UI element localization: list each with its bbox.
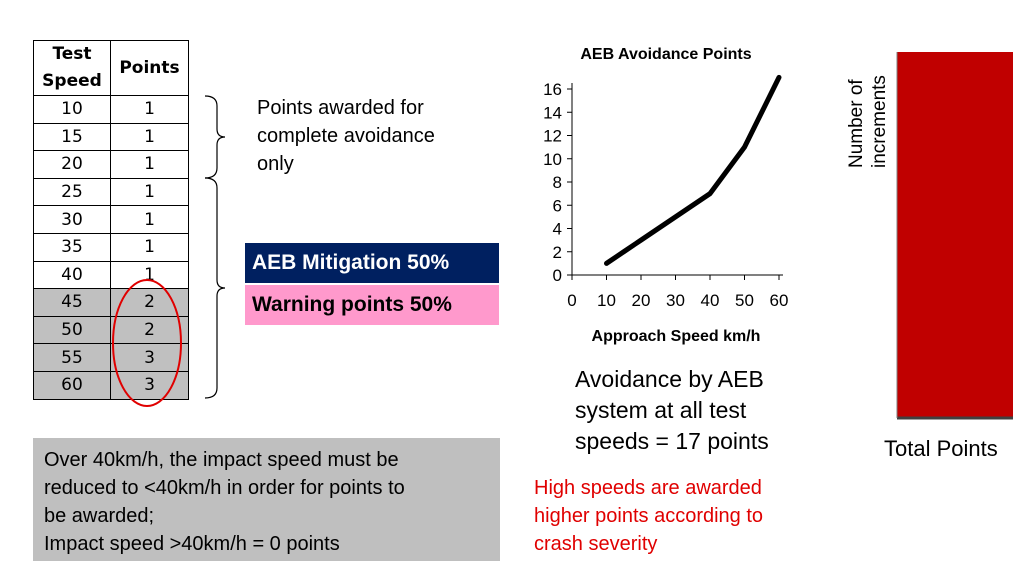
warning-label: Warning points 50% bbox=[245, 285, 499, 325]
table-row: 20 1 bbox=[33, 150, 189, 179]
points-cell: 2 bbox=[110, 315, 189, 345]
x-tick-label: 0 bbox=[567, 291, 576, 310]
y-tick-label: 4 bbox=[553, 220, 562, 239]
table-row: 25 1 bbox=[33, 177, 189, 207]
table-row: 55 3 bbox=[33, 343, 189, 372]
table-row: 30 1 bbox=[33, 205, 189, 234]
table-row: 10 1 bbox=[33, 95, 189, 124]
speed-cell: 10 bbox=[33, 95, 111, 124]
speed-cell: 45 bbox=[33, 288, 111, 317]
chart-title: AEB Avoidance Points bbox=[580, 46, 751, 63]
x-tick-label: 30 bbox=[666, 291, 685, 310]
brace-low-speeds bbox=[204, 95, 226, 179]
speed-cell: 55 bbox=[33, 343, 111, 372]
y-tick-label: 6 bbox=[553, 196, 562, 215]
brace-high-speeds bbox=[204, 177, 226, 399]
y-tick-label: 2 bbox=[553, 243, 562, 262]
y-tick-label: 0 bbox=[553, 266, 562, 285]
table-row: 60 3 bbox=[33, 370, 189, 400]
points-cell: 1 bbox=[110, 150, 189, 179]
speed-cell: 60 bbox=[33, 370, 111, 400]
header-points: Points bbox=[110, 40, 189, 96]
x-tick-label: 50 bbox=[735, 291, 754, 310]
series-line bbox=[604, 74, 782, 266]
points-cell: 1 bbox=[110, 232, 189, 262]
table-row: 15 1 bbox=[33, 122, 189, 152]
impact-speed-note: Over 40km/h, the impact speed must be re… bbox=[33, 438, 500, 561]
table-row: 35 1 bbox=[33, 232, 189, 262]
avoidance-summary: Avoidance by AEB system at all test spee… bbox=[575, 366, 769, 454]
points-cell: 1 bbox=[110, 177, 189, 207]
mitigation-label: AEB Mitigation 50% bbox=[245, 243, 499, 283]
points-cell: 1 bbox=[110, 95, 189, 124]
y-tick-label: 10 bbox=[543, 150, 562, 169]
x-tick-label: 40 bbox=[701, 291, 720, 310]
bar-ylabel-line1: Number of bbox=[846, 79, 867, 168]
y-tick-label: 16 bbox=[543, 80, 562, 99]
avoidance-note: Points awarded for complete avoidance on… bbox=[257, 97, 435, 175]
points-cell: 1 bbox=[110, 260, 189, 290]
y-tick-label: 12 bbox=[543, 127, 562, 146]
total-points-label: Total Points bbox=[884, 436, 998, 461]
speed-points-table: Test Speed Points 10 1 15 1 20 1 25 1 30 1 35 1 40 1 45… bbox=[33, 40, 189, 400]
x-tick-label: 60 bbox=[770, 291, 789, 310]
speed-cell: 35 bbox=[33, 232, 111, 262]
speed-cell: 30 bbox=[33, 205, 111, 234]
y-tick-label: 14 bbox=[543, 103, 562, 122]
y-tick-label: 8 bbox=[553, 173, 562, 192]
x-tick-label: 20 bbox=[632, 291, 651, 310]
speed-cell: 40 bbox=[33, 260, 111, 290]
highlight-ellipse bbox=[112, 279, 182, 407]
table-row: 40 1 bbox=[33, 260, 189, 290]
x-axis-label: Approach Speed km/h bbox=[592, 328, 761, 345]
total-points-bar bbox=[897, 52, 1013, 418]
header-test-speed: Test Speed bbox=[33, 40, 111, 96]
bar-ylabel-line2: increments bbox=[869, 75, 890, 168]
points-cell: 1 bbox=[110, 122, 189, 152]
speed-cell: 15 bbox=[33, 122, 111, 152]
speed-cell: 25 bbox=[33, 177, 111, 207]
speed-cell: 20 bbox=[33, 150, 111, 179]
points-cell: 3 bbox=[110, 343, 189, 372]
table-row: 50 2 bbox=[33, 315, 189, 345]
severity-note: High speeds are awarded higher points ac… bbox=[534, 477, 764, 555]
x-tick-label: 10 bbox=[597, 291, 616, 310]
